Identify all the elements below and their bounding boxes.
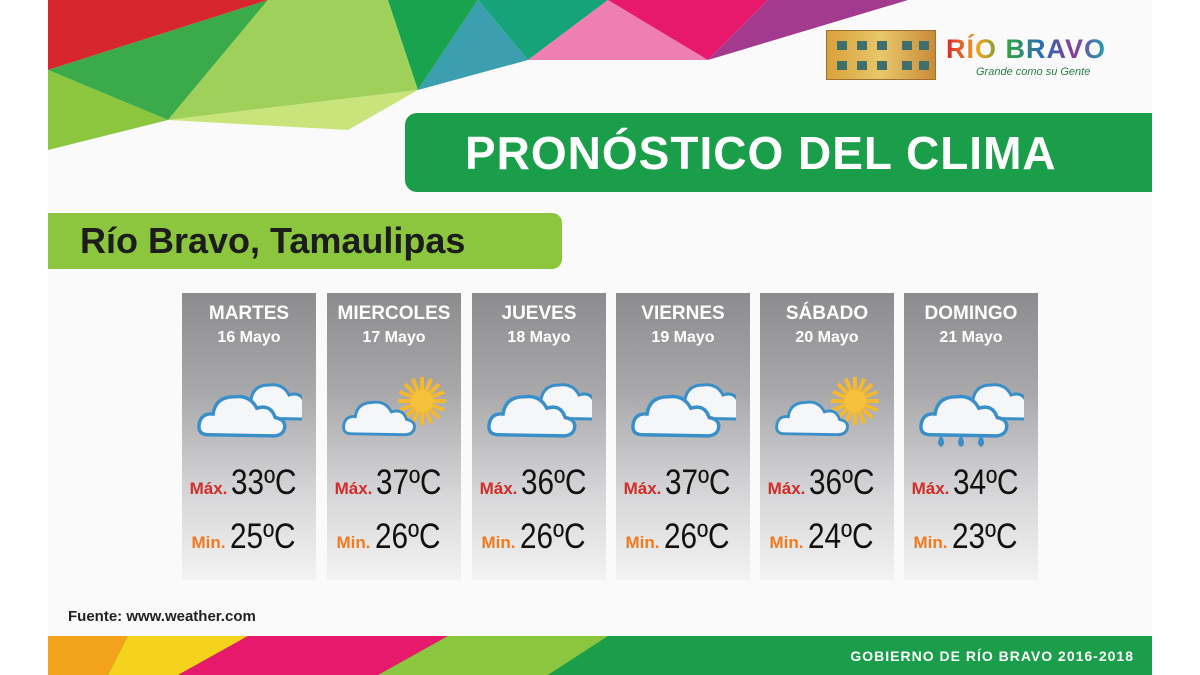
building-illustration: [826, 30, 936, 80]
min-label: Min.: [191, 533, 226, 552]
min-temp: 23ºC: [951, 517, 1017, 556]
min-temp-row: Min. 23ºC: [904, 517, 1038, 557]
day-date: 21 Mayo: [939, 329, 1003, 346]
forecast-card: VIERNES 19 Mayo Máx. 37ºC Min. 26ºC: [616, 293, 750, 580]
max-temp-row: Máx. 34ºC: [904, 463, 1038, 503]
rio-bravo-logo: RÍO BRAVO Grande como su Gente: [826, 28, 1146, 84]
day-date: 20 Mayo: [795, 329, 859, 346]
day-date: 19 Mayo: [651, 329, 715, 346]
min-label: Min.: [769, 533, 804, 552]
partly-sunny-icon: [342, 377, 446, 437]
max-temp: 34ºC: [953, 463, 1019, 502]
forecast-card: DOMINGO 21 Mayo Máx. 34ºC Min. 23ºC: [904, 293, 1038, 580]
cloudy-icon: [631, 383, 736, 438]
min-label: Min.: [336, 533, 371, 552]
day-date: 16 Mayo: [217, 329, 281, 346]
decorative-triangles-bottom: [48, 636, 768, 675]
footer-bar: GOBIERNO DE RÍO BRAVO 2016-2018: [48, 636, 1152, 675]
page-title: PRONÓSTICO DEL CLIMA: [405, 113, 1152, 192]
cloudy-icon: [197, 383, 302, 438]
max-temp-row: Máx. 37ºC: [616, 463, 750, 503]
forecast-card: JUEVES 18 Mayo Máx. 36ºC Min. 26ºC: [472, 293, 606, 580]
day-name: SÁBADO: [785, 303, 869, 324]
max-temp-row: Máx. 33ºC: [182, 463, 316, 503]
max-label: Máx.: [911, 479, 950, 498]
forecast-card: MARTES 16 Mayo Máx. 33ºC Min. 25ºC: [182, 293, 316, 580]
min-label: Min.: [625, 533, 660, 552]
partly-sunny-icon: [775, 377, 879, 437]
forecast-card: MIERCOLES 17 Mayo Máx. 37ºC Min. 26ºC: [327, 293, 461, 580]
location-title: Río Bravo, Tamaulipas: [48, 213, 562, 269]
cloudy-icon: [487, 383, 592, 438]
day-date: 17 Mayo: [362, 329, 426, 346]
day-name: MARTES: [208, 303, 290, 324]
day-name: JUEVES: [501, 303, 577, 324]
logo-tagline: Grande como su Gente: [976, 66, 1091, 78]
day-name: MIERCOLES: [337, 303, 451, 324]
min-temp-row: Min. 26ºC: [327, 517, 461, 557]
day-name: VIERNES: [641, 303, 725, 324]
min-temp: 26ºC: [519, 517, 585, 556]
min-temp: 25ºC: [229, 517, 295, 556]
max-temp: 36ºC: [809, 463, 875, 502]
forecast-poster: RÍO BRAVO Grande como su Gente PRONÓSTIC…: [48, 0, 1152, 675]
min-label: Min.: [481, 533, 516, 552]
max-temp: 36ºC: [521, 463, 587, 502]
forecast-card: SÁBADO 20 Mayo Máx. 36ºC Min. 24ºC: [760, 293, 894, 580]
decorative-triangles-top: [48, 0, 908, 150]
max-temp: 37ºC: [665, 463, 731, 502]
logo-name: RÍO BRAVO: [946, 34, 1107, 64]
footer-text: GOBIERNO DE RÍO BRAVO 2016-2018: [850, 648, 1134, 664]
max-label: Máx.: [623, 479, 662, 498]
max-temp-row: Máx. 36ºC: [760, 463, 894, 503]
max-temp-row: Máx. 36ºC: [472, 463, 606, 503]
min-temp: 24ºC: [807, 517, 873, 556]
source-credit: Fuente: www.weather.com: [68, 608, 256, 625]
rain-icon: [919, 383, 1024, 447]
min-temp-row: Min. 26ºC: [472, 517, 606, 557]
min-temp-row: Min. 26ºC: [616, 517, 750, 557]
min-temp: 26ºC: [663, 517, 729, 556]
max-label: Máx.: [334, 479, 373, 498]
day-date: 18 Mayo: [507, 329, 571, 346]
max-temp-row: Máx. 37ºC: [327, 463, 461, 503]
min-temp: 26ºC: [374, 517, 440, 556]
max-label: Máx.: [479, 479, 518, 498]
min-label: Min.: [913, 533, 948, 552]
day-name: DOMINGO: [924, 303, 1018, 324]
max-temp: 33ºC: [231, 463, 297, 502]
min-temp-row: Min. 25ºC: [182, 517, 316, 557]
max-temp: 37ºC: [376, 463, 442, 502]
max-label: Máx.: [767, 479, 806, 498]
max-label: Máx.: [189, 479, 228, 498]
min-temp-row: Min. 24ºC: [760, 517, 894, 557]
